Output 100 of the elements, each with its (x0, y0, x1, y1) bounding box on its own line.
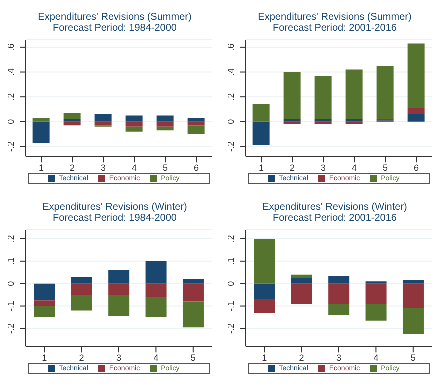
bar (64, 113, 81, 120)
bar (32, 122, 50, 144)
bar (254, 300, 276, 314)
x-tick-label: 4 (154, 353, 159, 364)
chart-subtitle: Forecast Period: 1984-2000 (52, 23, 178, 34)
chart-subtitle: Forecast Period: 1984-2000 (52, 213, 178, 224)
bar (146, 297, 167, 318)
y-tick-label: .2 (6, 235, 16, 243)
bar (252, 122, 270, 146)
x-tick-label: 5 (382, 163, 388, 174)
x-tick-label: 1 (258, 163, 264, 174)
x-tick-label: 2 (70, 163, 76, 174)
y-tick-label: .2 (226, 235, 236, 243)
bar (34, 306, 56, 318)
bar (328, 284, 350, 304)
y-tick-label: -.2 (226, 141, 236, 152)
x-tick-label: 1 (42, 353, 48, 364)
y-tick-label: -.2 (6, 141, 16, 152)
y-tick-label: .4 (6, 68, 16, 76)
chart-title: Expenditures' Revisions (Summer) (257, 12, 413, 23)
bar (71, 277, 92, 284)
y-tick-label: 0 (6, 281, 16, 286)
x-tick-label: 3 (320, 163, 326, 174)
x-tick-label: 3 (116, 353, 122, 364)
bar (94, 114, 112, 122)
bar (346, 70, 363, 120)
bar (71, 295, 92, 311)
bar (314, 122, 332, 124)
bar (146, 284, 167, 298)
bar (408, 108, 425, 114)
x-tick-label: 2 (79, 353, 84, 364)
bar (34, 284, 56, 301)
bar (402, 284, 424, 309)
chart-subtitle: Forecast Period: 2001-2016 (272, 23, 398, 34)
chart-title: Expenditures' Revisions (Winter) (42, 202, 188, 213)
bar (182, 279, 204, 284)
x-tick-label: 2 (290, 163, 296, 174)
x-tick-label: 1 (38, 163, 44, 174)
bar (156, 122, 174, 127)
bar (188, 122, 205, 126)
bar (156, 126, 174, 131)
bar (291, 284, 312, 304)
bar (402, 308, 424, 334)
y-tick-label: 0 (226, 281, 236, 286)
bar (366, 284, 387, 304)
bar (182, 284, 204, 302)
x-tick-label: 4 (132, 163, 138, 174)
chart-subtitle: Forecast Period: 2001-2016 (272, 213, 398, 224)
y-tick-label: 0 (226, 119, 236, 124)
x-tick-label: 6 (194, 163, 200, 174)
bar (71, 284, 92, 296)
bar (34, 300, 56, 306)
bar (376, 66, 394, 120)
bar (126, 122, 143, 127)
y-tick-label: 0 (6, 119, 16, 124)
bar (126, 116, 143, 122)
bar (188, 118, 205, 122)
y-tick-label: .6 (226, 44, 236, 52)
bar (188, 126, 205, 134)
bar (146, 261, 167, 284)
bar (402, 280, 424, 284)
bar (408, 114, 425, 122)
bar (64, 122, 81, 126)
bar (346, 119, 363, 122)
y-tick-label: .4 (226, 68, 236, 76)
chart-title: Expenditures' Revisions (Summer) (37, 12, 193, 23)
bar (284, 72, 301, 120)
y-tick-label: .1 (226, 258, 236, 266)
y-tick-label: .2 (226, 93, 236, 101)
bar (108, 270, 130, 284)
bar (64, 119, 81, 122)
bar (284, 122, 301, 124)
bar (328, 304, 350, 316)
bar (32, 118, 50, 122)
y-tick-label: .1 (6, 258, 16, 266)
bar (254, 284, 276, 300)
x-tick-label: 2 (299, 353, 304, 364)
x-tick-label: 6 (414, 163, 420, 174)
x-tick-label: 5 (162, 163, 168, 174)
y-tick-label: -.2 (6, 323, 16, 334)
y-tick-label: .6 (6, 44, 16, 52)
bar (94, 122, 112, 126)
y-tick-label: -.1 (226, 301, 236, 312)
bar (252, 104, 270, 122)
bar (284, 119, 301, 122)
bar (346, 122, 363, 124)
bar (108, 295, 130, 316)
bar (182, 302, 204, 328)
y-tick-label: -.1 (6, 301, 16, 312)
x-tick-label: 4 (352, 163, 358, 174)
x-tick-label: 5 (410, 353, 416, 364)
bar (314, 76, 332, 120)
y-tick-label: .2 (6, 93, 16, 101)
bar (366, 304, 387, 321)
x-tick-label: 5 (190, 353, 196, 364)
chart-title: Expenditures' Revisions (Winter) (262, 202, 408, 213)
x-tick-label: 4 (374, 353, 379, 364)
x-tick-label: 3 (336, 353, 342, 364)
bar (314, 119, 332, 122)
bar (408, 44, 425, 108)
